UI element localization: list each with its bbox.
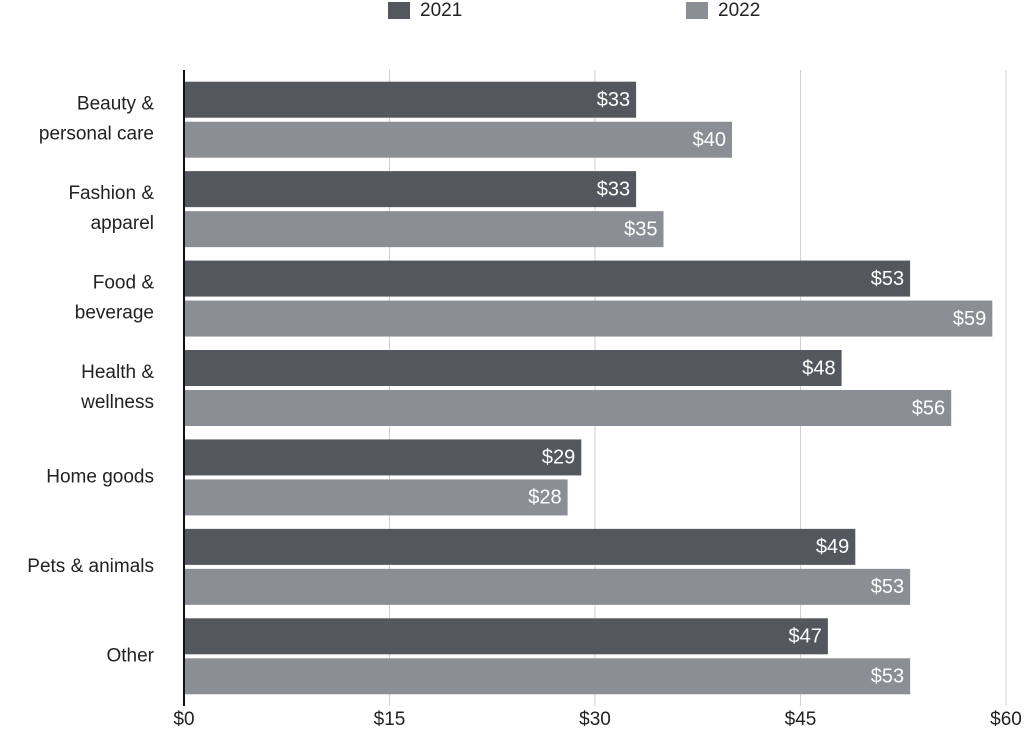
bar: [184, 260, 911, 297]
x-tick-label: $45: [785, 709, 817, 730]
bar: [184, 439, 582, 476]
y-tick-label: Fashion & apparel: [68, 183, 154, 234]
value-label: $33: [597, 89, 630, 111]
value-label: $40: [693, 129, 726, 151]
x-tick-label: $30: [579, 709, 611, 730]
legend-swatch: [686, 2, 708, 19]
value-label: $56: [912, 397, 945, 419]
y-tick-label: Other: [106, 645, 154, 666]
bar: [184, 121, 732, 158]
bar: [184, 658, 911, 695]
bar: [184, 528, 856, 565]
bar: [184, 300, 993, 337]
value-label: $35: [624, 218, 657, 240]
bar: [184, 568, 911, 605]
legend-label: 2022: [718, 0, 760, 21]
value-label: $53: [871, 666, 904, 688]
value-label: $53: [871, 576, 904, 598]
y-tick-label: Beauty & personal care: [39, 94, 154, 145]
bar: [184, 390, 952, 426]
x-tick-label: $60: [990, 709, 1022, 730]
bar: [184, 479, 568, 516]
value-label: $59: [953, 308, 986, 330]
value-label: $28: [528, 487, 561, 509]
value-label: $33: [597, 178, 630, 200]
bar: [184, 171, 637, 208]
x-tick-label: $0: [173, 709, 194, 730]
value-label: $48: [802, 357, 835, 379]
value-label: $29: [542, 447, 575, 469]
bar: [184, 618, 828, 655]
bar: [184, 81, 637, 118]
y-tick-label: Pets & animals: [27, 556, 154, 577]
x-tick-label: $15: [374, 709, 406, 730]
bar: [184, 350, 842, 386]
bar: [184, 211, 664, 248]
legend-swatch: [388, 2, 410, 19]
y-tick-label: Home goods: [46, 466, 154, 487]
value-label: $47: [789, 626, 822, 648]
y-tick-label: Health & wellness: [80, 362, 154, 413]
legend-label: 2021: [420, 0, 462, 21]
value-label: $49: [816, 536, 849, 558]
value-label: $53: [871, 268, 904, 290]
y-tick-label: Food & beverage: [75, 273, 155, 324]
